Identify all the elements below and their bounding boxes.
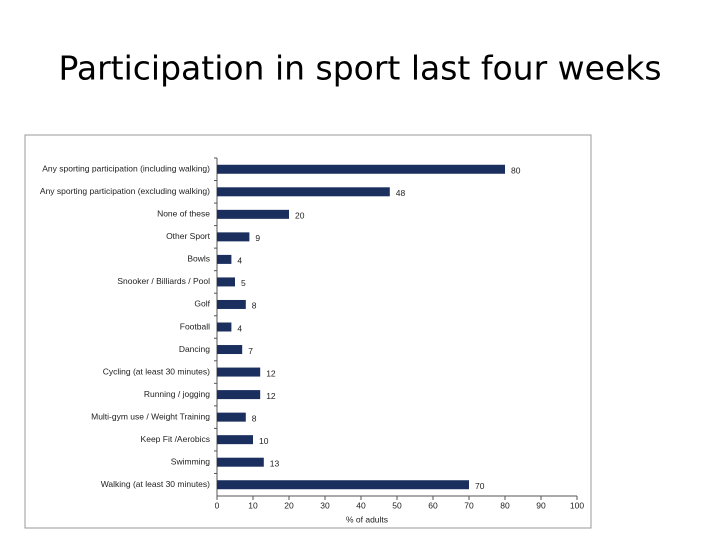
bar [217, 187, 390, 197]
bar [217, 367, 261, 377]
bar [217, 254, 232, 264]
y-tick-label: Football [180, 321, 210, 331]
x-tick-label: 10 [248, 500, 258, 510]
value-label: 8 [252, 413, 257, 423]
x-tick-label: 80 [500, 500, 510, 510]
value-label: 4 [237, 323, 242, 333]
value-label: 20 [295, 211, 305, 221]
y-tick-label: Keep Fit /Aerobics [141, 434, 210, 444]
x-tick-label: 100 [570, 500, 584, 510]
x-tick-label: 90 [536, 500, 546, 510]
slide-title: Participation in sport last four weeks [58, 49, 661, 88]
y-tick-label: Any sporting participation (excluding wa… [40, 186, 210, 196]
value-label: 70 [475, 481, 485, 491]
bar [217, 412, 246, 422]
bar [217, 299, 246, 309]
value-label: 8 [252, 301, 257, 311]
x-tick-label: 20 [284, 500, 294, 510]
y-tick-label: Cycling (at least 30 minutes) [103, 366, 210, 376]
value-label: 4 [237, 256, 242, 266]
x-axis-label: % of adults [346, 514, 388, 524]
bar [217, 209, 289, 219]
bar [217, 390, 261, 400]
y-tick-label: Running / jogging [144, 389, 210, 399]
chart-frame [24, 134, 592, 529]
x-tick-label: 70 [464, 500, 474, 510]
value-label: 9 [255, 233, 260, 243]
y-tick-label: Dancing [179, 344, 210, 354]
x-tick-label: 0 [215, 500, 220, 510]
value-label: 5 [241, 278, 246, 288]
y-tick-label: Any sporting participation (including wa… [42, 164, 210, 174]
x-tick-label: 60 [428, 500, 438, 510]
bar [217, 164, 505, 174]
y-tick-label: Walking (at least 30 minutes) [101, 479, 210, 489]
value-label: 48 [396, 188, 406, 198]
bar [217, 322, 232, 332]
y-tick-label: Bowls [187, 254, 210, 264]
x-tick-label: 40 [356, 500, 366, 510]
y-tick-label: Multi-gym use / Weight Training [91, 411, 210, 421]
bar [217, 457, 264, 467]
value-label: 13 [270, 458, 280, 468]
value-label: 7 [248, 346, 253, 356]
bar [217, 232, 250, 242]
value-label: 80 [511, 166, 521, 176]
x-tick-label: 50 [392, 500, 402, 510]
value-label: 12 [266, 391, 276, 401]
y-tick-label: Golf [194, 299, 210, 309]
bar [217, 480, 469, 490]
y-tick-label: Other Sport [166, 231, 211, 241]
y-tick-label: Snooker / Billiards / Pool [117, 276, 210, 286]
bar [217, 277, 235, 287]
bar [217, 435, 253, 445]
x-tick-label: 30 [320, 500, 330, 510]
value-label: 12 [266, 368, 276, 378]
y-tick-label: None of these [157, 209, 210, 219]
y-tick-label: Swimming [171, 456, 210, 466]
value-label: 10 [259, 436, 269, 446]
bar [217, 345, 243, 355]
